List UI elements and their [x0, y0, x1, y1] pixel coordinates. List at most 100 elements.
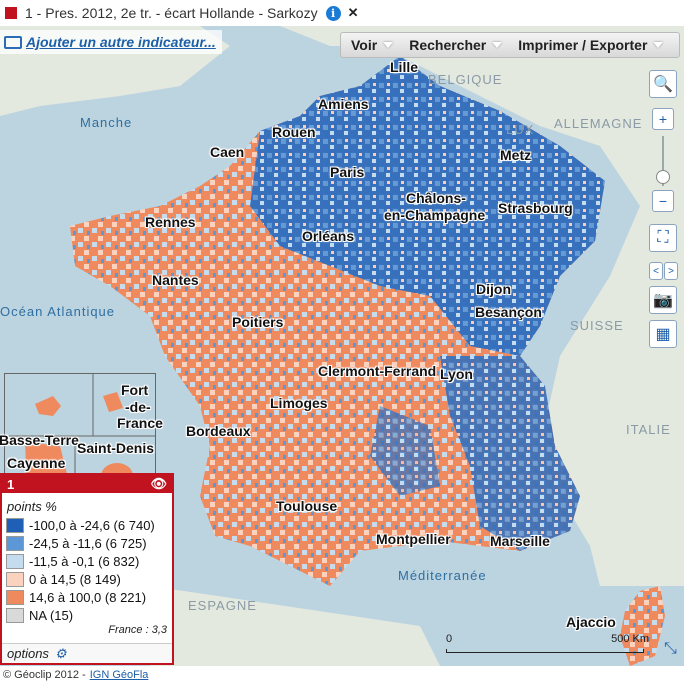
city-label-montpellier[interactable]: Montpellier [376, 531, 451, 547]
legend-class-label: -11,5 à -0,1 (6 832) [29, 553, 140, 569]
city-label-chalons-2[interactable]: en-Champagne [384, 207, 486, 223]
city-label-caen[interactable]: Caen [210, 144, 245, 160]
legend-header: 1 👁 [2, 475, 172, 493]
caret-down-icon [653, 42, 664, 48]
google-icon[interactable]: ▦ [649, 320, 677, 348]
zoom-in-button[interactable]: + [652, 108, 674, 130]
magnifier-icon[interactable]: 🔍 [649, 70, 677, 98]
city-label-nantes[interactable]: Nantes [152, 272, 199, 288]
city-label-bordeaux[interactable]: Bordeaux [186, 423, 251, 439]
menu-imprimer-label: Imprimer / Exporter [518, 37, 648, 53]
country-label-italie: ITALIE [626, 422, 671, 437]
legend-class-label: 0 à 14,5 (8 149) [29, 571, 121, 587]
city-label-dijon[interactable]: Dijon [476, 281, 511, 297]
arrow-right-icon[interactable]: > [664, 262, 678, 280]
legend-class[interactable]: -11,5 à -0,1 (6 832) [6, 552, 172, 570]
menu-voir-label: Voir [351, 37, 378, 53]
add-indicator-label: Ajouter un autre indicateur... [26, 34, 216, 50]
legend-class[interactable]: 14,6 à 100,0 (8 221) [6, 588, 172, 606]
caret-down-icon [492, 42, 503, 48]
menu-rechercher-label: Rechercher [409, 37, 487, 53]
city-label-fortdefrance-1[interactable]: Fort [121, 382, 149, 398]
city-label-amiens[interactable]: Amiens [318, 96, 369, 112]
menu-rechercher[interactable]: Rechercher [399, 37, 508, 53]
sea-label-med: Méditerranée [398, 568, 487, 583]
folder-icon [4, 35, 22, 49]
city-label-paris[interactable]: Paris [330, 164, 365, 180]
city-label-chalons-1[interactable]: Châlons- [406, 190, 466, 206]
add-indicator-link[interactable]: Ajouter un autre indicateur... [0, 30, 222, 54]
legend-class[interactable]: -24,5 à -11,6 (6 725) [6, 534, 172, 552]
legend-swatch [6, 553, 24, 569]
city-label-strasbourg[interactable]: Strasbourg [498, 200, 573, 216]
massif-central-zone [370, 406, 440, 496]
menu-voir[interactable]: Voir [341, 37, 399, 53]
city-label-cayenne[interactable]: Cayenne [7, 455, 66, 471]
guadeloupe-shape [35, 396, 61, 416]
legend-class-label: -24,5 à -11,6 (6 725) [29, 535, 147, 551]
country-label-suisse: SUISSE [570, 318, 624, 333]
country-label-espagne: ESPAGNE [188, 598, 257, 613]
title-bar: 1 - Pres. 2012, 2e tr. - écart Hollande … [0, 0, 684, 26]
city-label-limoges[interactable]: Limoges [270, 395, 328, 411]
footer: © Géoclip 2012 - IGN GéoFla [0, 666, 684, 683]
camera-icon[interactable]: 📷 [649, 286, 677, 314]
legend-class-label: 14,6 à 100,0 (8 221) [29, 589, 147, 605]
city-label-besancon[interactable]: Besançon [475, 304, 542, 320]
legend-class[interactable]: 0 à 14,5 (8 149) [6, 570, 172, 588]
zoom-slider-handle[interactable] [656, 170, 670, 184]
legend-class-label: NA (15) [29, 607, 74, 623]
eye-icon[interactable]: 👁 [150, 476, 167, 491]
legend-swatch [6, 535, 24, 551]
zoom-out-button[interactable]: − [652, 190, 674, 212]
legend-unit: points % [7, 499, 57, 514]
city-label-rennes[interactable]: Rennes [145, 214, 196, 230]
legend-swatch [6, 607, 24, 623]
menu-bar: Voir Rechercher Imprimer / Exporter [340, 32, 680, 58]
fullscreen-icon[interactable]: ⛶ [649, 224, 677, 252]
city-label-lille[interactable]: Lille [390, 59, 419, 75]
resize-icon[interactable]: ⤡ [664, 640, 677, 657]
city-label-marseille[interactable]: Marseille [490, 533, 550, 549]
city-label-saintdenis[interactable]: Saint-Denis [77, 440, 155, 456]
map-view[interactable]: Manche Océan Atlantique Méditerranée BEL… [0, 26, 684, 666]
ign-link[interactable]: IGN GéoFla [89, 668, 149, 681]
wrench-icon: ⚙ [54, 645, 67, 661]
map-canvas [0, 26, 684, 666]
country-label-allemagne: ALLEMAGNE [554, 116, 643, 131]
north-east-zone [250, 56, 605, 356]
city-label-fortdefrance-3[interactable]: France [117, 415, 163, 431]
country-label-belgique: BELGIQUE [428, 72, 503, 87]
legend-swatch [6, 517, 24, 533]
city-label-orleans[interactable]: Orléans [302, 228, 355, 244]
zoom-slider-track[interactable] [662, 136, 664, 186]
legend-options-button[interactable]: options ⚙ [2, 643, 172, 663]
country-label-lux: LUX [506, 122, 535, 137]
info-icon[interactable]: i [325, 5, 341, 21]
sea-label-manche: Manche [80, 115, 133, 130]
arrow-left-icon[interactable]: < [649, 262, 663, 280]
legend-swatch [6, 571, 24, 587]
city-label-clermont[interactable]: Clermont-Ferrand [318, 363, 437, 379]
alps-zone [440, 356, 580, 551]
city-label-poitiers[interactable]: Poitiers [232, 314, 284, 330]
legend-number: 1 [7, 476, 15, 492]
legend-class[interactable]: -100,0 à -24,6 (6 740) [6, 516, 172, 534]
scale-line [446, 649, 644, 653]
city-label-toulouse[interactable]: Toulouse [276, 498, 338, 514]
corsica [620, 586, 665, 666]
city-label-rouen[interactable]: Rouen [272, 124, 316, 140]
city-label-lyon[interactable]: Lyon [440, 366, 473, 382]
city-label-basseterre[interactable]: Basse-Terre [0, 432, 79, 448]
menu-imprimer[interactable]: Imprimer / Exporter [508, 37, 669, 53]
footer-copyright: © Géoclip 2012 - [3, 668, 86, 681]
sea-label-ocean: Océan Atlantique [0, 304, 116, 319]
martinique-shape [103, 392, 123, 412]
city-label-metz[interactable]: Metz [500, 147, 532, 163]
city-label-fortdefrance-2[interactable]: -de- [125, 399, 151, 415]
foreign-land [210, 26, 684, 586]
legend-class[interactable]: NA (15) [6, 606, 172, 624]
close-icon[interactable]: ✕ [347, 5, 359, 20]
city-label-ajaccio[interactable]: Ajaccio [566, 614, 616, 630]
map-title: 1 - Pres. 2012, 2e tr. - écart Hollande … [25, 5, 318, 21]
